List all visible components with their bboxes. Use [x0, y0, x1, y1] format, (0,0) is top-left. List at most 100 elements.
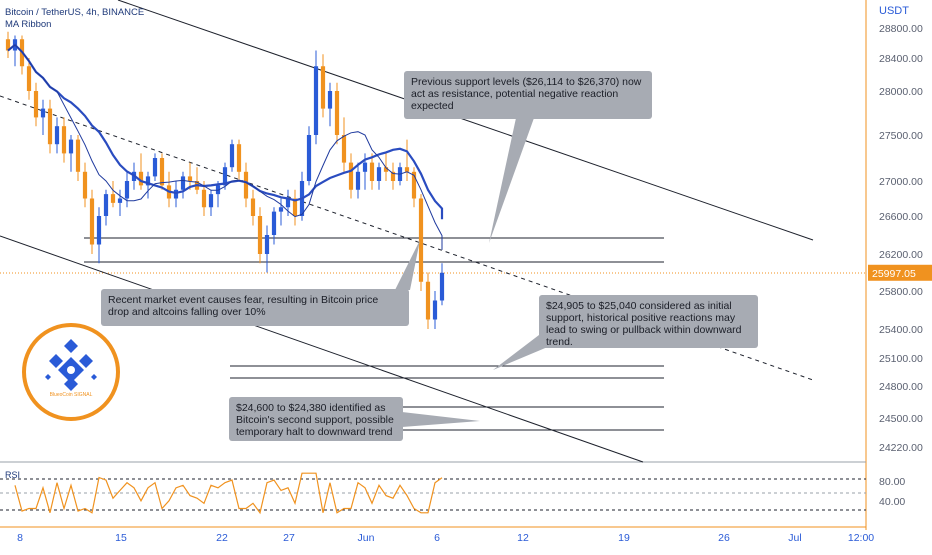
y-tick-label-3: 27500.00 — [879, 130, 923, 142]
candle-body-28 — [201, 189, 207, 208]
candle-body-48 — [341, 135, 347, 163]
rsi-label: RSI — [5, 470, 21, 480]
candle-body-55 — [390, 171, 396, 181]
candle-body-39 — [278, 207, 284, 212]
candle-body-45 — [320, 66, 326, 109]
candle-series — [5, 31, 445, 329]
y-tick-label-10: 24800.00 — [879, 381, 923, 393]
candle-body-11 — [82, 171, 88, 199]
price-axis: 28800.00 28400.00 28000.00 27500.00 27000.00… — [868, 23, 932, 454]
y-tick-label-8: 25400.00 — [879, 324, 923, 336]
rsi-pane: 80.00 40.00 — [0, 472, 905, 515]
candle-body-43 — [306, 135, 312, 181]
candle-body-21 — [152, 158, 158, 177]
candle-body-3 — [26, 66, 32, 91]
pointer-fear — [395, 240, 420, 290]
candle-body-17 — [124, 181, 130, 199]
pointer-second-support — [402, 412, 480, 427]
candle-body-59 — [418, 198, 424, 282]
candle-body-15 — [110, 194, 116, 203]
candle-body-54 — [383, 167, 389, 172]
trend-drawings — [0, 0, 814, 463]
candle-body-31 — [222, 167, 228, 186]
y-tick-label-7: 25800.00 — [879, 286, 923, 298]
candle-body-58 — [411, 171, 417, 199]
candle-body-32 — [229, 144, 235, 168]
candle-body-57 — [404, 167, 410, 172]
candle-body-34 — [243, 171, 249, 199]
y-tick-label-11: 24500.00 — [879, 413, 923, 425]
x-tick-label-5: 6 — [434, 532, 440, 544]
candle-body-22 — [159, 158, 165, 186]
ma-fast-line — [7, 44, 443, 250]
candle-body-14 — [103, 194, 109, 216]
price-label-box — [868, 264, 932, 281]
grid-lines — [0, 0, 867, 530]
y-tick-label-12: 24220.00 — [879, 442, 923, 454]
x-tick-label-2: 22 — [216, 532, 228, 544]
ma-ribbon-lines — [7, 43, 444, 250]
candle-body-36 — [257, 216, 263, 254]
candle-body-52 — [369, 162, 375, 181]
x-tick-label-10: 12:00 — [848, 532, 874, 544]
candle-body-37 — [264, 235, 270, 254]
candle-body-62 — [439, 272, 445, 301]
candle-body-41 — [292, 198, 298, 216]
y-tick-label-9: 25100.00 — [879, 353, 923, 365]
x-tick-label-8: 26 — [718, 532, 730, 544]
y-tick-label-6: 26200.00 — [879, 249, 923, 261]
y-tick-label-2: 28000.00 — [879, 86, 923, 98]
candle-body-4 — [33, 91, 39, 118]
callout-second-support: $24,600 to $24,380 identified as Bitcoin… — [229, 397, 403, 441]
candle-body-61 — [432, 300, 438, 320]
y-tick-label-0: 28800.00 — [879, 23, 923, 35]
brand-logo: BlueoCoin SIGNAL — [22, 323, 120, 421]
rsi-tick-label-0: 80.00 — [879, 476, 905, 488]
candle-body-8 — [61, 126, 67, 154]
candle-body-13 — [96, 216, 102, 245]
candle-body-51 — [362, 162, 368, 172]
candle-body-38 — [271, 211, 277, 235]
candle-body-47 — [334, 91, 340, 135]
ma-slow-line — [7, 43, 444, 220]
symbol-title: Bitcoin / TetherUS, 4h, BINANCE — [5, 7, 145, 18]
candle-body-10 — [75, 139, 81, 172]
x-tick-label-0: 8 — [17, 532, 23, 544]
candle-body-60 — [425, 281, 431, 320]
x-tick-label-3: 27 — [283, 532, 295, 544]
candle-body-19 — [138, 171, 144, 186]
candle-body-16 — [117, 198, 123, 203]
callout-fear: Recent market event causes fear, resulti… — [101, 289, 409, 326]
callout-initial-support: $24,905 to $25,040 considered as initial… — [539, 295, 758, 348]
candle-body-29 — [208, 194, 214, 208]
candle-body-50 — [355, 171, 361, 190]
candle-body-49 — [348, 162, 354, 190]
candle-body-26 — [187, 176, 193, 181]
pointer-resistance — [489, 118, 534, 243]
x-tick-label-1: 15 — [115, 532, 127, 544]
logo-text: BlueoCoin SIGNAL — [49, 392, 93, 398]
candle-body-20 — [145, 176, 151, 186]
candle-body-53 — [376, 167, 382, 181]
candle-body-44 — [313, 66, 319, 135]
y-tick-label-4: 27000.00 — [879, 176, 923, 188]
y-tick-label-5: 26600.00 — [879, 211, 923, 223]
candle-body-12 — [89, 198, 95, 245]
x-tick-label-9: Jul — [788, 532, 801, 544]
x-tick-label-6: 12 — [517, 532, 529, 544]
candle-body-6 — [47, 108, 53, 145]
candle-body-33 — [236, 144, 242, 172]
channel-top-line — [117, 0, 814, 241]
indicator-label: MA Ribbon — [5, 19, 52, 30]
candle-body-24 — [173, 189, 179, 199]
price-label-text: 25997.05 — [872, 268, 916, 280]
callout-pointers — [395, 118, 550, 427]
candle-body-0 — [5, 39, 11, 51]
callout-resistance: Previous support levels ($26,114 to $26,… — [404, 71, 652, 119]
candle-body-25 — [180, 176, 186, 190]
channel-bottom-line — [0, 235, 644, 463]
candle-body-40 — [285, 198, 291, 208]
candle-body-9 — [68, 139, 74, 154]
candle-body-5 — [40, 108, 46, 118]
